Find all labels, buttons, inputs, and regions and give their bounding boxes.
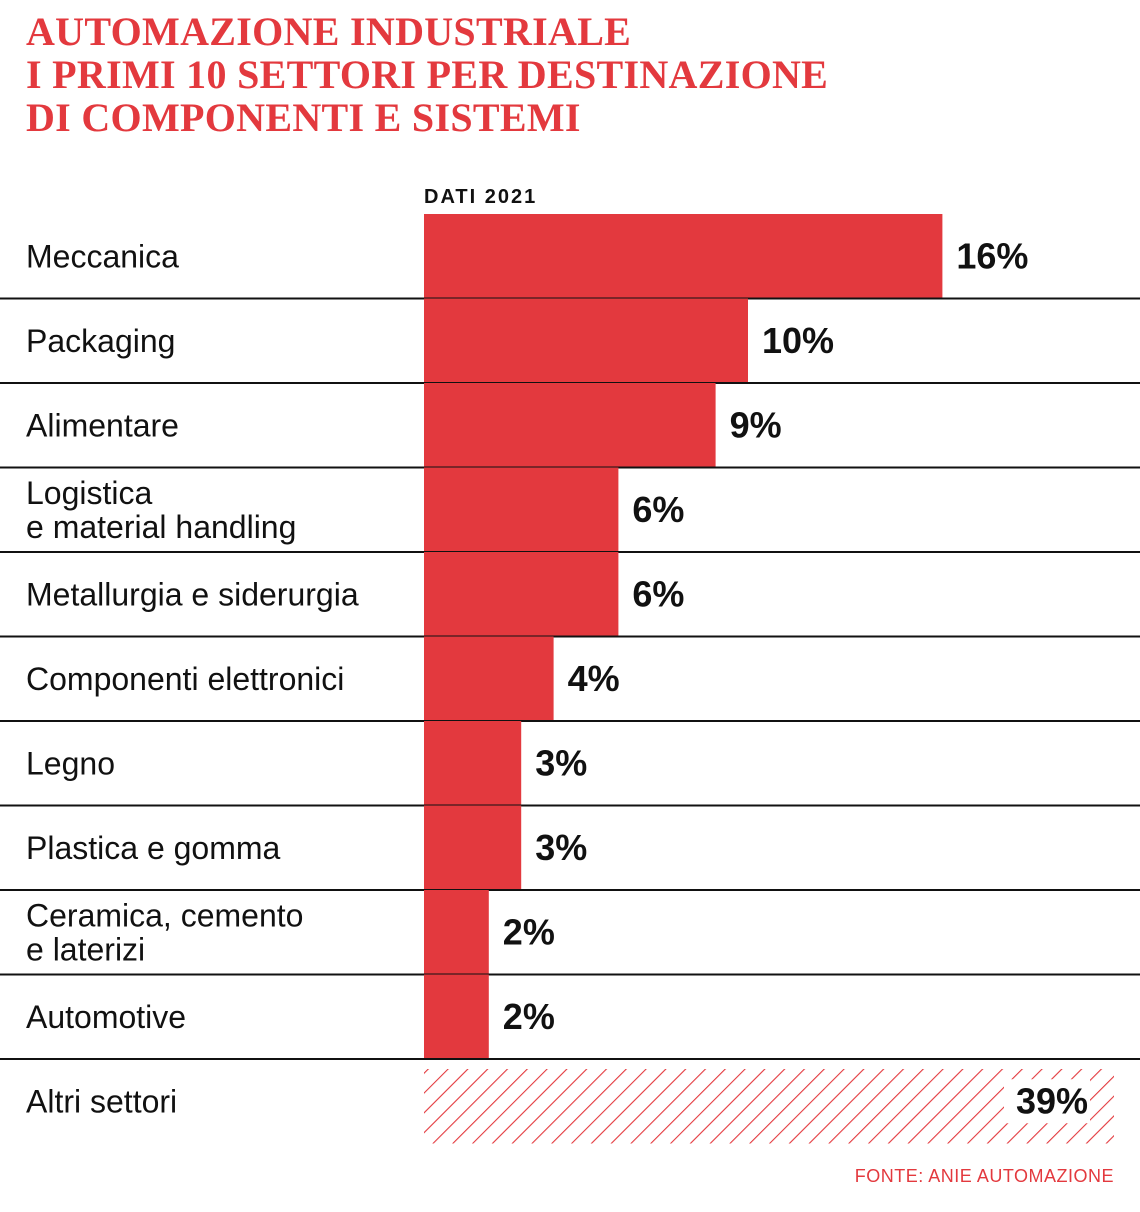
- bar-chart: DATI 2021 Meccanica 16% Packaging 10% Alimen…: [0, 186, 1140, 1144]
- category-label: Automotive: [26, 999, 186, 1035]
- bar-3: [424, 467, 619, 553]
- category-label-line: Ceramica, cemento: [26, 897, 303, 933]
- category-label-line: Automotive: [26, 999, 186, 1035]
- category-label-line: e laterizi: [26, 931, 145, 967]
- category-label: Alimentare: [26, 407, 179, 443]
- value-label: 2%: [503, 911, 555, 952]
- bar-1: [424, 298, 748, 384]
- bar-2: [424, 383, 716, 468]
- title-line-3: DI COMPONENTI E SISTEMI: [26, 95, 581, 140]
- other-value-backdrop: [1004, 1079, 1090, 1124]
- category-label: Plastica e gomma: [26, 830, 281, 866]
- bar-7: [424, 805, 522, 891]
- chart-subtitle: DATI 2021: [424, 186, 537, 208]
- bar-8: [424, 890, 489, 975]
- category-label: Logistica e material handling: [26, 475, 296, 545]
- category-label-line: Legno: [26, 745, 115, 781]
- category-label-line: Metallurgia e siderurgia: [26, 576, 359, 612]
- category-label: Legno: [26, 745, 115, 781]
- bar-0: [424, 214, 943, 299]
- bar-9: [424, 974, 489, 1060]
- category-label: Ceramica, cemento e laterizi: [26, 897, 303, 967]
- value-label: 16%: [956, 235, 1028, 276]
- value-label: 10%: [762, 320, 834, 361]
- bar-5: [424, 636, 554, 722]
- value-label: 6%: [632, 573, 684, 614]
- category-label-line: e material handling: [26, 509, 296, 545]
- category-label: Metallurgia e siderurgia: [26, 576, 359, 612]
- category-label-line: Meccanica: [26, 238, 179, 274]
- value-label: 3%: [535, 742, 587, 783]
- bar-4: [424, 552, 619, 637]
- value-label: 6%: [632, 489, 684, 530]
- category-label-line: Packaging: [26, 323, 175, 359]
- value-label: 3%: [535, 827, 587, 868]
- category-label: Componenti elettronici: [26, 661, 344, 697]
- category-label-other: Altri settori: [26, 1083, 177, 1119]
- category-label-line: Componenti elettronici: [26, 661, 344, 697]
- title-line-2: I PRIMI 10 SETTORI PER DESTINAZIONE: [26, 52, 829, 97]
- value-label-other: 39%: [1016, 1080, 1088, 1121]
- category-label-line: Logistica: [26, 475, 153, 511]
- category-label: Meccanica: [26, 238, 179, 274]
- value-label: 2%: [503, 996, 555, 1037]
- source-note: FONTE: ANIE AUTOMAZIONE: [854, 1166, 1114, 1186]
- value-label: 9%: [730, 404, 782, 445]
- category-label: Packaging: [26, 323, 175, 359]
- category-label-line: Plastica e gomma: [26, 830, 281, 866]
- bar-6: [424, 721, 522, 806]
- category-label-line: Alimentare: [26, 407, 179, 443]
- bar-other-hatched: [424, 1069, 1114, 1144]
- title-line-1: AUTOMAZIONE INDUSTRIALE: [26, 9, 632, 54]
- chart-title: AUTOMAZIONE INDUSTRIALE I PRIMI 10 SETTO…: [26, 10, 828, 139]
- value-label: 4%: [568, 658, 620, 699]
